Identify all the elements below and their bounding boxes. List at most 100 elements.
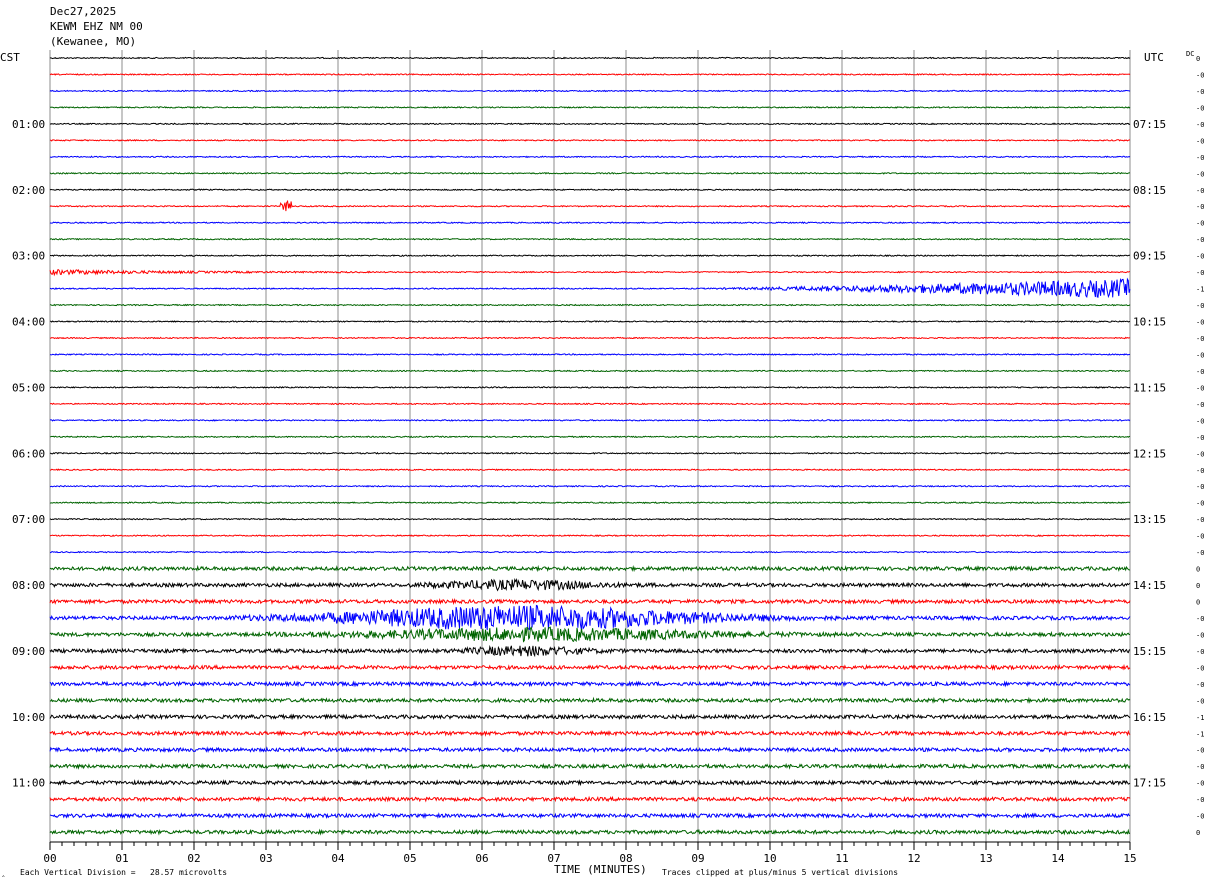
x-tick-label: 14 <box>1051 852 1065 865</box>
trace-row-43 <box>49 762 1131 770</box>
dc-offset-label: -0 <box>1196 220 1204 228</box>
dc-offset-label: -0 <box>1196 631 1204 639</box>
dc-offset-label: -0 <box>1196 747 1204 755</box>
dc-offset-label: -0 <box>1196 763 1204 771</box>
x-tick-label: 01 <box>115 852 128 865</box>
right-hour-label: 12:15 <box>1133 447 1166 460</box>
dc-offset-label: -0 <box>1196 500 1204 508</box>
dc-offset-label: 0 <box>1196 55 1200 63</box>
trace-row-10 <box>49 221 1131 225</box>
trace-row-27 <box>49 501 1131 505</box>
dc-offset-label: -0 <box>1196 104 1204 112</box>
x-tick-label: 00 <box>43 852 56 865</box>
dc-offset-label: -1 <box>1196 286 1204 294</box>
dc-offset-label: -0 <box>1196 417 1204 425</box>
x-tick-label: 06 <box>475 852 488 865</box>
trace-row-16 <box>49 320 1131 323</box>
dc-offset-label: -0 <box>1196 368 1204 376</box>
trace-row-32 <box>49 577 1131 592</box>
dc-offset-label: 0 <box>1196 829 1200 837</box>
corner-mark: ‸ <box>2 868 5 877</box>
dc-offset-label: -0 <box>1196 187 1204 195</box>
trace-row-22 <box>49 418 1131 422</box>
dc-offset-label: -0 <box>1196 434 1204 442</box>
dc-offset-label: -0 <box>1196 351 1204 359</box>
minute-gridlines <box>49 50 1131 842</box>
dc-offset-label: -0 <box>1196 483 1204 491</box>
x-tick-label: 04 <box>331 852 345 865</box>
dc-offset-label: -0 <box>1196 170 1204 178</box>
clip-text: Traces clipped at plus/minus 5 vertical … <box>662 868 899 877</box>
dc-offset-label: -0 <box>1196 516 1204 524</box>
trace-row-37 <box>49 663 1131 671</box>
dc-offset-label: 0 <box>1196 566 1200 574</box>
trace-row-28 <box>49 517 1131 521</box>
right-hour-label: 14:15 <box>1133 579 1166 592</box>
x-tick-label: 10 <box>763 852 776 865</box>
x-tick-label: 03 <box>259 852 272 865</box>
x-tick-label: 13 <box>979 852 992 865</box>
trace-row-20 <box>49 386 1131 389</box>
header-station: KEWM EHZ NM 00 <box>50 20 143 33</box>
trace-row-0 <box>49 56 1131 60</box>
trace-row-23 <box>49 435 1131 439</box>
header-location: (Kewanee, MO) <box>50 35 137 48</box>
dc-offset-label: -0 <box>1196 203 1204 211</box>
right-hour-label: 10:15 <box>1133 316 1166 329</box>
x-tick-label: 08 <box>619 852 632 865</box>
left-hour-label: 01:00 <box>12 118 45 131</box>
trace-row-44 <box>49 779 1131 787</box>
x-tick-label: 09 <box>691 852 704 865</box>
trace-row-9 <box>49 199 1131 212</box>
trace-row-6 <box>49 155 1131 159</box>
left-hour-label: 06:00 <box>12 447 45 460</box>
dc-offset-label: -0 <box>1196 813 1204 821</box>
dc-offset-label: -0 <box>1196 549 1204 557</box>
dc-offset-label: -0 <box>1196 236 1204 244</box>
right-hour-label: 13:15 <box>1133 513 1166 526</box>
left-hour-label: 09:00 <box>12 645 45 658</box>
trace-row-46 <box>49 812 1131 820</box>
left-hour-label: 03:00 <box>12 250 45 263</box>
dc-label: DC <box>1186 50 1194 58</box>
dc-offset-label: -0 <box>1196 780 1204 788</box>
trace-row-34 <box>49 604 1131 631</box>
trace-row-21 <box>49 402 1131 406</box>
dc-offset-label: -0 <box>1196 615 1204 623</box>
trace-row-5 <box>49 138 1131 142</box>
left-hour-label: 07:00 <box>12 513 45 526</box>
trace-row-4 <box>49 122 1131 126</box>
trace-row-38 <box>49 680 1131 688</box>
dc-offset-label: -0 <box>1196 71 1204 79</box>
right-hour-label: 11:15 <box>1133 381 1166 394</box>
trace-row-35 <box>49 626 1131 643</box>
x-tick-label: 07 <box>547 852 560 865</box>
trace-row-29 <box>49 534 1131 537</box>
dc-offset-label: -0 <box>1196 697 1204 705</box>
trace-row-17 <box>49 336 1131 340</box>
dc-offset-label: -0 <box>1196 121 1204 129</box>
left-hour-label: 10:00 <box>12 711 45 724</box>
x-tick-label: 05 <box>403 852 416 865</box>
left-hour-label: 08:00 <box>12 579 45 592</box>
right-axis-label: UTC <box>1144 51 1164 64</box>
dc-offset-label: -0 <box>1196 664 1204 672</box>
x-tick-label: 12 <box>907 852 920 865</box>
dc-offset-label: 0 <box>1196 599 1200 607</box>
trace-row-42 <box>49 746 1131 754</box>
trace-row-2 <box>49 89 1131 93</box>
x-tick-label: 02 <box>187 852 200 865</box>
dc-offset-label: -0 <box>1196 681 1204 689</box>
dc-offset-label: -1 <box>1196 714 1204 722</box>
trace-row-11 <box>49 237 1131 241</box>
seismic-traces <box>49 56 1131 836</box>
dc-offset-label: -0 <box>1196 384 1204 392</box>
dc-offset-label: -1 <box>1196 730 1204 738</box>
right-hour-label: 08:15 <box>1133 184 1166 197</box>
trace-row-31 <box>49 564 1131 573</box>
trace-row-33 <box>49 597 1131 606</box>
trace-row-14 <box>49 277 1131 299</box>
scale-text: Each Vertical Division = 28.57 microvolt… <box>20 868 228 877</box>
right-hour-label: 17:15 <box>1133 777 1166 790</box>
